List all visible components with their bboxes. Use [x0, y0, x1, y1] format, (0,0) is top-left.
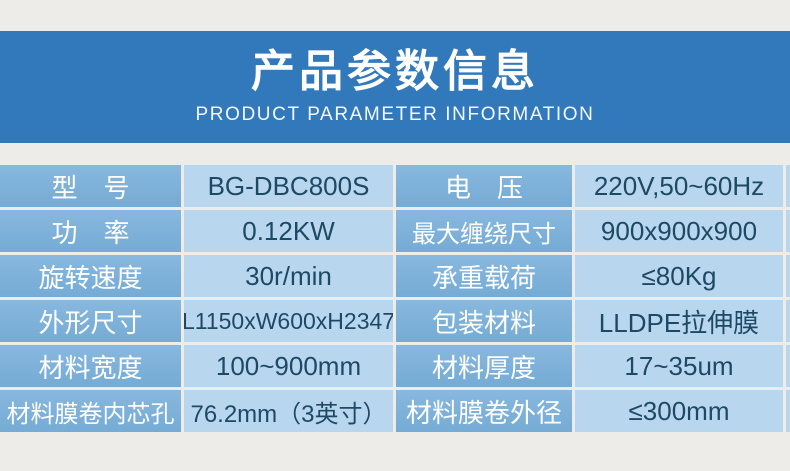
param-label-load-capacity: 承重载荷: [396, 255, 572, 297]
param-label-max-wrap-size: 最大缠绕尺寸: [396, 210, 572, 252]
param-label-material-width: 材料宽度: [0, 345, 181, 387]
param-value-power: 0.12KW: [184, 210, 393, 252]
table-edge-strip: [786, 300, 790, 342]
param-label-packing-material: 包装材料: [396, 300, 572, 342]
param-value-film-outer-diameter: ≤300mm: [575, 390, 783, 432]
param-value-material-width: 100~900mm: [184, 345, 393, 387]
table-edge-strip: [786, 390, 790, 432]
param-value-packing-material: LLDPE拉伸膜: [575, 300, 783, 342]
param-value-model: BG-DBC800S: [184, 165, 393, 207]
page-title: 产品参数信息: [251, 47, 539, 97]
page-subtitle: PRODUCT PARAMETER INFORMATION: [195, 103, 595, 125]
param-label-power: 功 率: [0, 210, 181, 252]
param-value-material-thickness: 17~35um: [575, 345, 783, 387]
param-label-material-thickness: 材料厚度: [396, 345, 572, 387]
param-value-voltage: 220V,50~60Hz: [575, 165, 783, 207]
param-label-film-outer-diameter: 材料膜卷外径: [396, 390, 572, 432]
param-value-overall-dimensions: L1150xW600xH2347: [184, 300, 393, 342]
param-label-overall-dimensions: 外形尺寸: [0, 300, 181, 342]
table-edge-strip: [786, 255, 790, 297]
table-edge-strip: [786, 210, 790, 252]
param-value-load-capacity: ≤80Kg: [575, 255, 783, 297]
parameter-table: 型 号 BG-DBC800S 电 压 220V,50~60Hz 功 率 0.12…: [0, 165, 790, 432]
param-label-voltage: 电 压: [396, 165, 572, 207]
param-value-rotation-speed: 30r/min: [184, 255, 393, 297]
param-value-film-core-hole: 76.2mm（3英寸）: [184, 390, 393, 432]
param-label-rotation-speed: 旋转速度: [0, 255, 181, 297]
param-label-model: 型 号: [0, 165, 181, 207]
param-label-film-core-hole: 材料膜卷内芯孔: [0, 390, 181, 432]
table-edge-strip: [786, 165, 790, 207]
header-banner: 产品参数信息 PRODUCT PARAMETER INFORMATION: [0, 31, 790, 143]
param-value-max-wrap-size: 900x900x900: [575, 210, 783, 252]
table-edge-strip: [786, 345, 790, 387]
